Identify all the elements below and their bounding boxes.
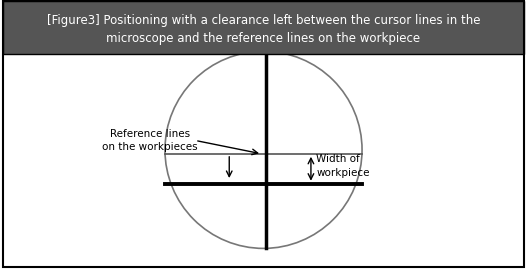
Ellipse shape [165,51,362,248]
Bar [3,1,524,54]
Text: microscope and the reference lines on the workpiece: microscope and the reference lines on th… [106,32,421,45]
Text: [Figure3] Positioning with a clearance left between the cursor lines in the: [Figure3] Positioning with a clearance l… [47,14,480,28]
Text: Width of
workpiece: Width of workpiece [316,154,370,178]
Text: Reference lines
on the workpieces: Reference lines on the workpieces [102,129,198,152]
